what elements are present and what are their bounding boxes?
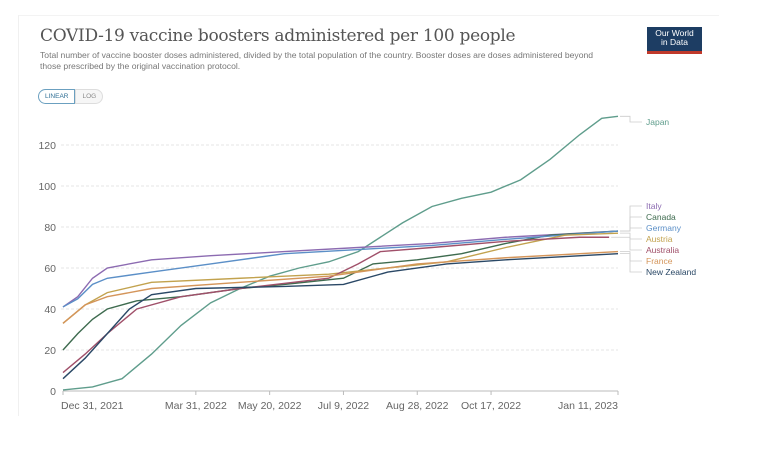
x-tick-label: Jul 9, 2022 (318, 400, 370, 412)
x-tick-label: May 20, 2022 (238, 400, 302, 412)
series-line-austria (62, 232, 619, 324)
x-tick-label: Mar 31, 2022 (165, 400, 227, 412)
x-tick-label: Jan 11, 2023 (558, 400, 618, 412)
series-label: Austria (646, 234, 673, 244)
series-label: Italy (646, 201, 662, 211)
x-tick-label: Dec 31, 2021 (61, 400, 124, 412)
series-label: Germany (646, 223, 682, 233)
label-connector (620, 232, 642, 240)
y-tick-label: 100 (38, 181, 56, 193)
log-button[interactable]: LOG (75, 89, 104, 104)
series-label: France (646, 256, 673, 266)
series-line-australia (62, 236, 610, 374)
y-tick-label: 40 (44, 304, 56, 316)
x-tick-label: Aug 28, 2022 (386, 400, 449, 412)
series-label: Japan (646, 117, 669, 127)
y-tick-label: 0 (50, 386, 56, 398)
label-connector (620, 216, 642, 232)
series-line-germany (62, 230, 619, 308)
series-line-japan (62, 115, 619, 391)
label-connector (620, 251, 642, 262)
chart-card (18, 15, 719, 416)
label-connector (620, 227, 642, 232)
chart-subtitle: Total number of vaccine booster doses ad… (40, 50, 594, 71)
x-tick-label: Oct 17, 2022 (461, 400, 521, 412)
series-label: Australia (646, 245, 679, 255)
series-line-france (62, 250, 619, 324)
label-connector (620, 205, 642, 232)
y-tick-label: 20 (44, 345, 56, 357)
series-label: New Zealand (646, 267, 696, 277)
label-connector (620, 115, 642, 123)
chart-title: COVID-19 vaccine boosters administered p… (40, 26, 516, 46)
label-connector (611, 236, 642, 251)
y-tick-label: 60 (44, 263, 56, 275)
series-line-italy (62, 230, 619, 308)
owid-logo[interactable]: Our World in Data (647, 27, 702, 54)
series-line-new-zealand (62, 252, 619, 380)
logo-text-1: Our World (655, 28, 694, 38)
label-connector (620, 253, 642, 273)
scale-toggle: LINEAR LOG (38, 89, 104, 104)
series-line-canada (62, 230, 619, 351)
logo-text-2: in Data (661, 37, 688, 47)
y-tick-label: 80 (44, 222, 56, 234)
series-label: Canada (646, 212, 676, 222)
y-tick-label: 120 (38, 140, 56, 152)
linear-button[interactable]: LINEAR (38, 89, 76, 104)
